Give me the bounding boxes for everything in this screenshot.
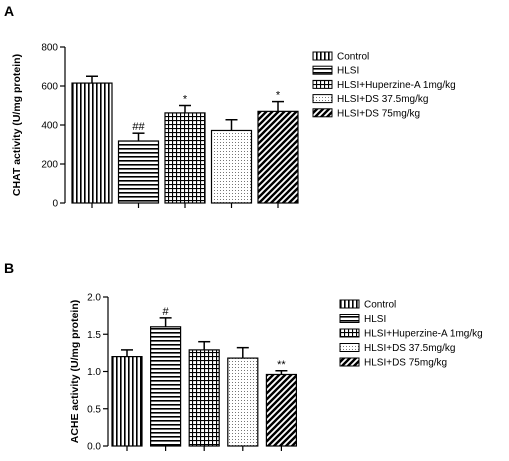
panel-a-y-tick-label-2: 400 <box>41 121 58 132</box>
panel-a-legend-label-1: HLSI <box>337 66 359 77</box>
panel-b-annotation-4: ** <box>277 359 286 371</box>
panel-a-legend-label-2: HLSI+Huperzine-A 1mg/kg <box>337 80 456 91</box>
panel-a-legend-label-0: Control <box>337 52 369 63</box>
panel-b-legend-label-1: HLSI <box>364 314 386 325</box>
panel-a-bar-1 <box>117 140 160 204</box>
panel-a-bar-3 <box>210 129 253 204</box>
panel-b-legend-label-4: HLSI+DS 75mg/kg <box>364 358 447 369</box>
panel-b-y-tick-label-0: 0.0 <box>87 442 101 453</box>
panel-a-legend-label-3: HLSI+DS 37.5mg/kg <box>337 94 428 105</box>
panel-b-legend-label-0: Control <box>364 300 396 311</box>
panel-a-legend-swatch-2 <box>312 79 333 89</box>
panel-b-bar-1 <box>150 326 182 447</box>
panel-b-y-tick-label-3: 1.5 <box>87 330 101 341</box>
panel-a-legend-label-4: HLSI+DS 75mg/kg <box>337 108 420 119</box>
panel-b-y-axis-title: ACHE activity (U/mg protein) <box>69 300 81 444</box>
panel-a-bar-2 <box>164 112 206 204</box>
panel-a-annotation-2: * <box>183 94 188 106</box>
panel-a-annotation-1: ## <box>132 121 145 133</box>
panel-a-bar-0 <box>71 82 113 204</box>
panel-a-bar-4 <box>257 110 299 204</box>
panel-b-letter: B <box>4 260 14 276</box>
panel-a-legend-swatch-0 <box>312 51 333 61</box>
panel-a-letter: A <box>4 3 14 19</box>
panel-b-legend-swatch-2 <box>339 328 360 338</box>
panel-a-legend-swatch-1 <box>312 65 333 75</box>
panel-a-legend-swatch-3 <box>312 94 333 104</box>
panel-a-legend-swatch-4 <box>312 108 333 118</box>
panel-a-y-axis-title: CHAT activity (U/mg protein) <box>11 54 23 196</box>
panel-b-bar-2 <box>188 349 220 447</box>
panel-b-y-tick-label-2: 1.0 <box>87 367 101 378</box>
panel-a-annotation-4: * <box>276 90 281 102</box>
panel-b-legend-swatch-4 <box>339 357 360 367</box>
panel-b-legend-swatch-0 <box>339 299 360 309</box>
panel-b-bar-4 <box>265 373 297 447</box>
panel-b-bar-0 <box>111 356 143 447</box>
panel-b-annotation-1: # <box>163 306 170 318</box>
panel-b-bar-3 <box>227 357 259 447</box>
panel-a-y-tick-label-3: 600 <box>41 82 58 93</box>
panel-b-legend-label-2: HLSI+Huperzine-A 1mg/kg <box>364 329 483 340</box>
panel-b-legend-label-3: HLSI+DS 37.5mg/kg <box>364 343 455 354</box>
panel-a-y-tick-label-4: 800 <box>41 43 58 54</box>
panel-a-y-tick-label-0: 0 <box>52 199 58 210</box>
panel-b-y-tick-label-1: 0.5 <box>87 404 101 415</box>
panel-b-legend-swatch-3 <box>339 343 360 352</box>
panel-a-y-tick-label-1: 200 <box>41 160 58 171</box>
panel-b-y-tick-label-4: 2.0 <box>87 293 101 304</box>
panel-b-legend-swatch-1 <box>339 314 360 323</box>
